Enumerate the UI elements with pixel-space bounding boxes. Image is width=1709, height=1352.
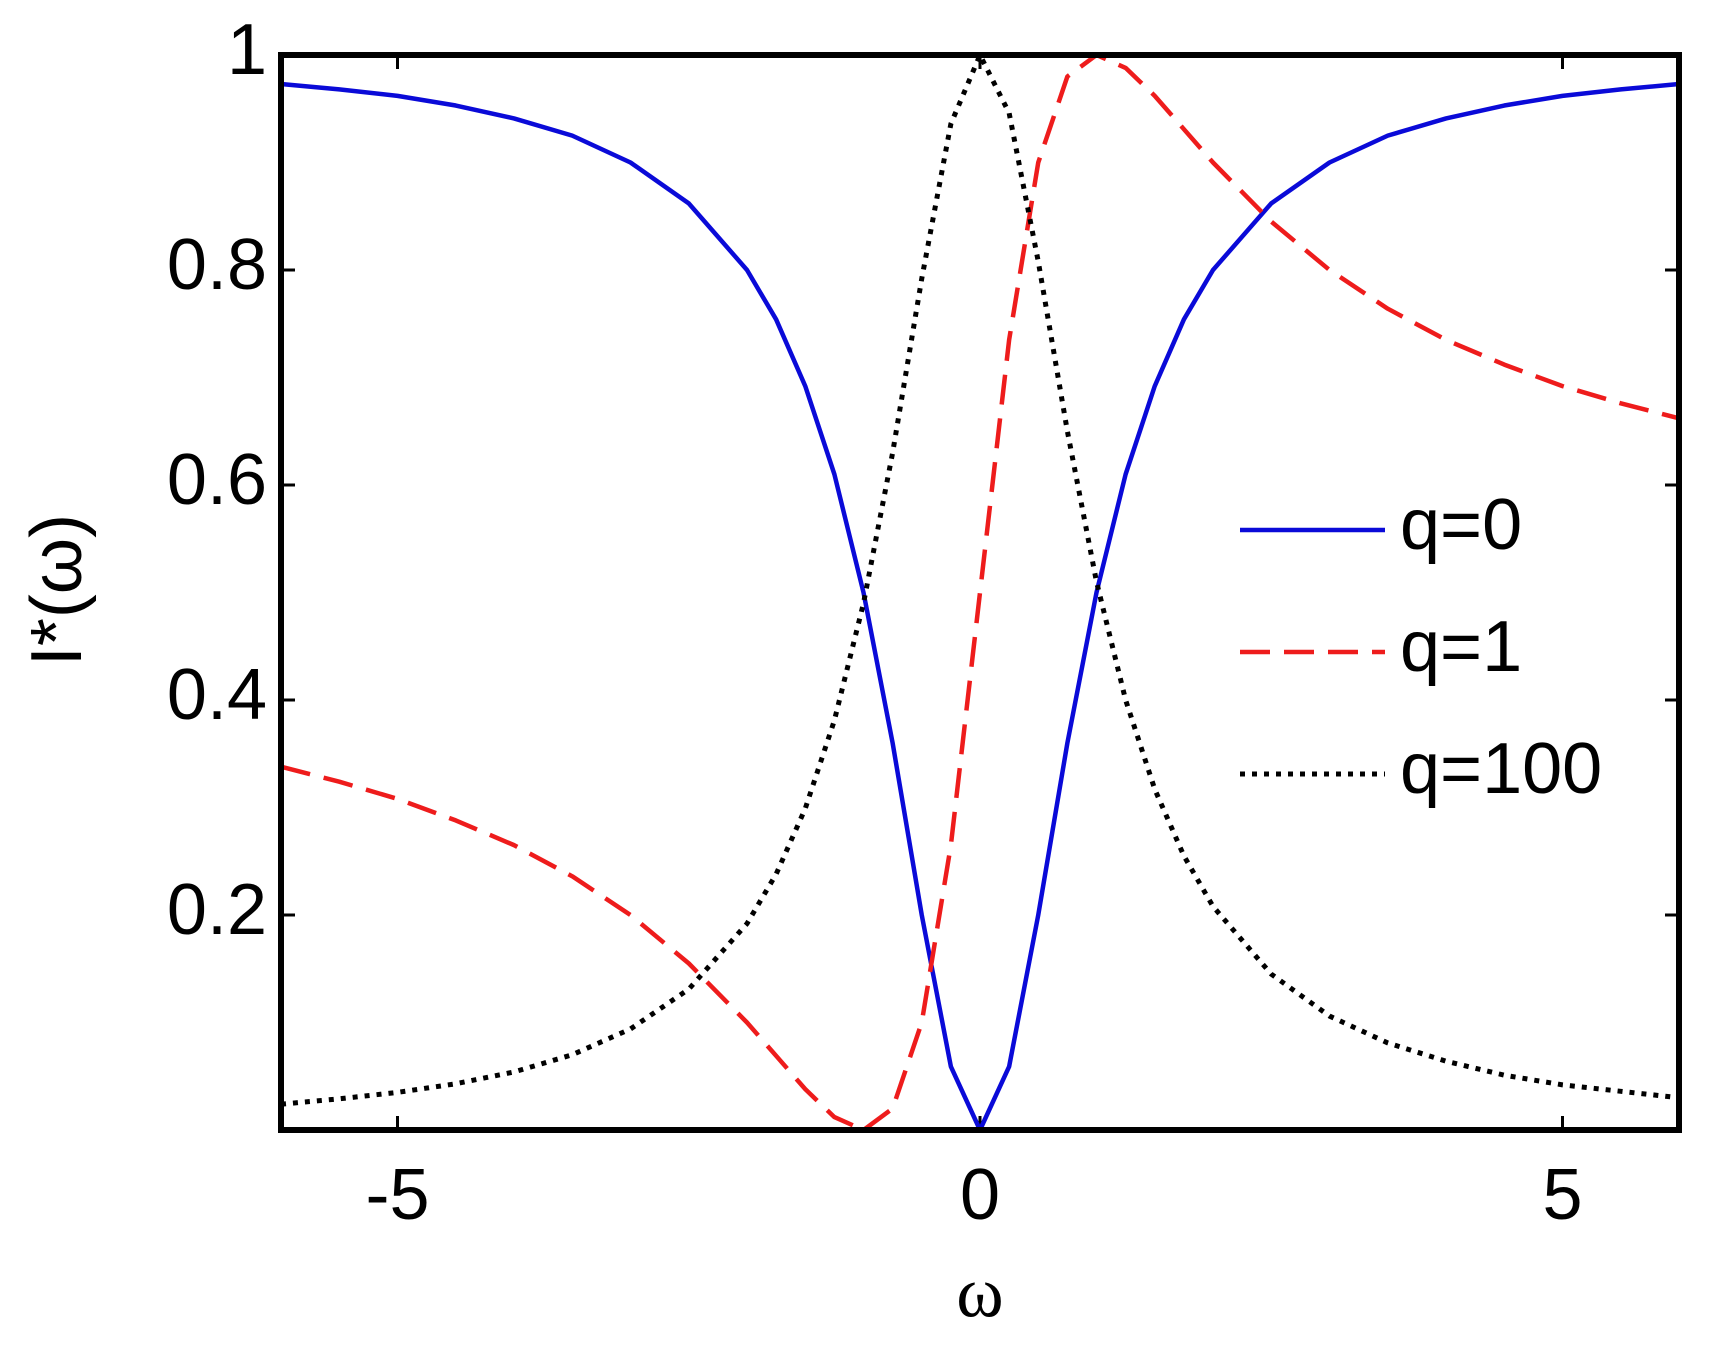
y-tick-label: 0.2	[167, 870, 267, 950]
y-axis-label: I*(ω)	[17, 514, 97, 666]
legend-label: q=0	[1400, 485, 1522, 565]
x-axis-label: ω	[956, 1253, 1003, 1333]
x-tick-label: 5	[1542, 1155, 1582, 1235]
data-line	[280, 52, 1680, 1133]
legend-label: q=100	[1400, 729, 1602, 809]
y-tick-label: 0.8	[167, 225, 267, 305]
x-tick-label: 0	[960, 1155, 1000, 1235]
plot-area	[281, 55, 1679, 1130]
y-tick-label: 1	[227, 10, 267, 90]
y-tick-label: 0.4	[167, 655, 267, 735]
legend-label: q=1	[1400, 607, 1522, 687]
x-tick-label: -5	[365, 1155, 429, 1235]
y-tick-label: 0.6	[167, 440, 267, 520]
plot-frame	[278, 52, 1682, 1133]
